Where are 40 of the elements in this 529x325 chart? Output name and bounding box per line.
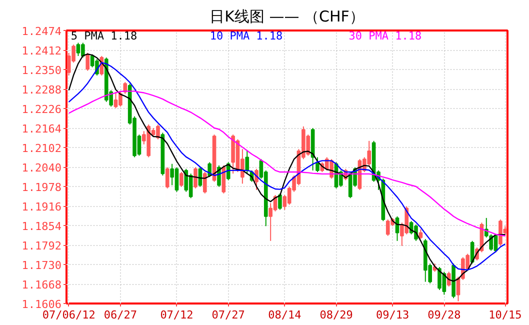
candlestick xyxy=(418,228,423,240)
x-tick-label: 10/15 xyxy=(488,308,522,322)
y-tick-label: 1.2412 xyxy=(22,44,62,58)
y-tick-label: 1.2226 xyxy=(22,103,62,116)
y-tick-label: 1.1792 xyxy=(22,240,62,252)
y-tick-label: 1.2164 xyxy=(22,122,62,136)
x-tick-label: 09/28 xyxy=(428,308,461,322)
y-tick-label: 1.1854 xyxy=(22,220,62,233)
y-tick-label: 1.2288 xyxy=(22,84,62,96)
text: 30 PMA 1.18 xyxy=(348,30,422,42)
candlestick xyxy=(245,150,250,174)
candlestick xyxy=(278,192,282,210)
x-tick-label: 08/14 xyxy=(268,308,302,322)
y-tick-label: 1.2474 xyxy=(22,25,62,38)
y-tick-label: 1.2040 xyxy=(22,162,62,174)
line-series xyxy=(68,90,506,236)
series-label: 5 PMA 1.18 xyxy=(70,30,138,42)
y-tick-label: 1.1606 xyxy=(22,298,62,311)
x-tick-label: 07/12 xyxy=(160,308,194,322)
candlestick xyxy=(254,168,258,190)
y-tick-label: 1.1730 xyxy=(22,259,62,272)
candlestick xyxy=(446,271,451,288)
candlestick xyxy=(194,166,198,189)
chart-title: 日K线图 —— （CHF） xyxy=(210,8,364,26)
y-tick-label: 1.2102 xyxy=(22,142,62,155)
y-tick-label: 1.1668 xyxy=(22,278,62,292)
x-tick-label: 08/29 xyxy=(320,308,353,322)
y-tick-label: 1.1978 xyxy=(22,181,62,194)
x-tick-label: 06/27 xyxy=(104,308,138,322)
y-tick-label: 1.2350 xyxy=(22,64,62,77)
x-tick-label: 07/27 xyxy=(212,308,245,322)
candlestick xyxy=(86,52,90,72)
x-tick-label: 09/13 xyxy=(376,308,410,322)
x-tick-label: 07/06/12 xyxy=(42,308,96,322)
y-tick-label: 1.1916 xyxy=(22,200,62,214)
candlestick xyxy=(316,156,320,173)
candlestick xyxy=(165,166,170,189)
candlestick xyxy=(202,172,207,194)
candlestick xyxy=(180,172,184,188)
text: 10 PMA 1.18 xyxy=(210,30,283,42)
